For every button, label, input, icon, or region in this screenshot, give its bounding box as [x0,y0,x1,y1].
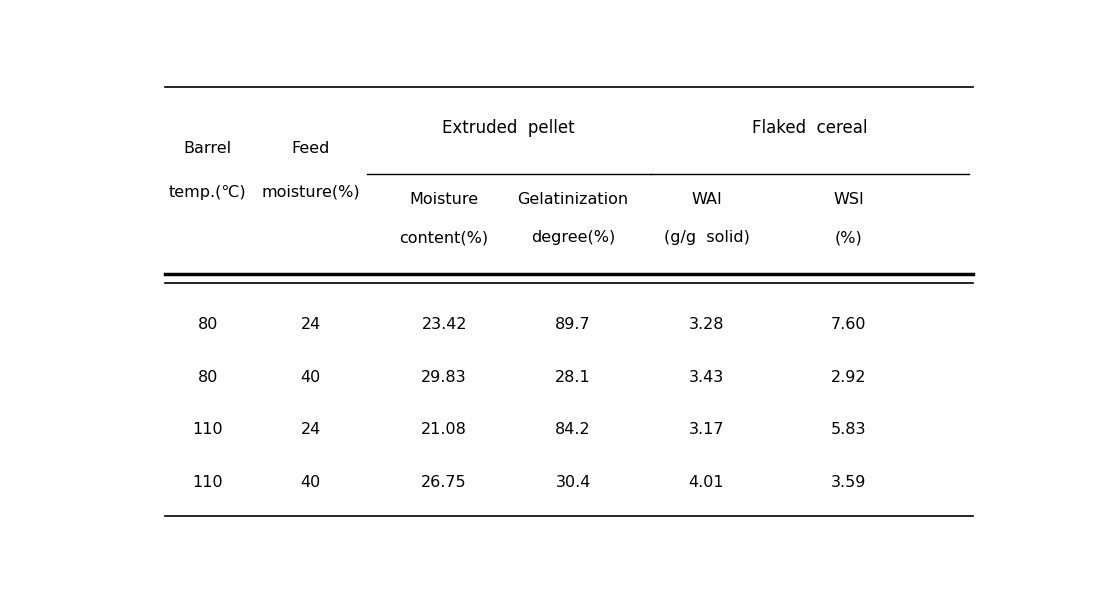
Text: (%): (%) [835,230,862,246]
Text: (g/g  solid): (g/g solid) [664,230,749,246]
Text: 110: 110 [192,422,223,437]
Text: moisture(%): moisture(%) [262,184,360,200]
Text: 89.7: 89.7 [555,317,591,332]
Text: 21.08: 21.08 [421,422,467,437]
Text: 110: 110 [192,474,223,490]
Text: 40: 40 [301,474,321,490]
Text: Feed: Feed [292,141,330,157]
Text: 30.4: 30.4 [555,474,591,490]
Text: Moisture: Moisture [410,192,478,206]
Text: 24: 24 [301,422,321,437]
Text: 3.17: 3.17 [689,422,724,437]
Text: 23.42: 23.42 [422,317,467,332]
Text: 3.28: 3.28 [689,317,724,332]
Text: degree(%): degree(%) [531,230,615,246]
Text: 28.1: 28.1 [555,369,591,385]
Text: 5.83: 5.83 [830,422,866,437]
Text: 29.83: 29.83 [422,369,467,385]
Text: content(%): content(%) [400,230,488,246]
Text: 26.75: 26.75 [422,474,467,490]
Text: 7.60: 7.60 [830,317,866,332]
Text: Gelatinization: Gelatinization [517,192,628,206]
Text: WAI: WAI [692,192,722,206]
Text: Flaked  cereal: Flaked cereal [751,119,868,137]
Text: 4.01: 4.01 [688,474,725,490]
Text: 40: 40 [301,369,321,385]
Text: 80: 80 [198,317,218,332]
Text: 84.2: 84.2 [555,422,591,437]
Text: Extruded  pellet: Extruded pellet [443,119,575,137]
Text: Barrel: Barrel [183,141,232,157]
Text: 3.59: 3.59 [830,474,866,490]
Text: WSI: WSI [834,192,864,206]
Text: 80: 80 [198,369,218,385]
Text: 2.92: 2.92 [830,369,866,385]
Text: 3.43: 3.43 [689,369,724,385]
Text: 24: 24 [301,317,321,332]
Text: temp.(℃): temp.(℃) [169,184,246,200]
